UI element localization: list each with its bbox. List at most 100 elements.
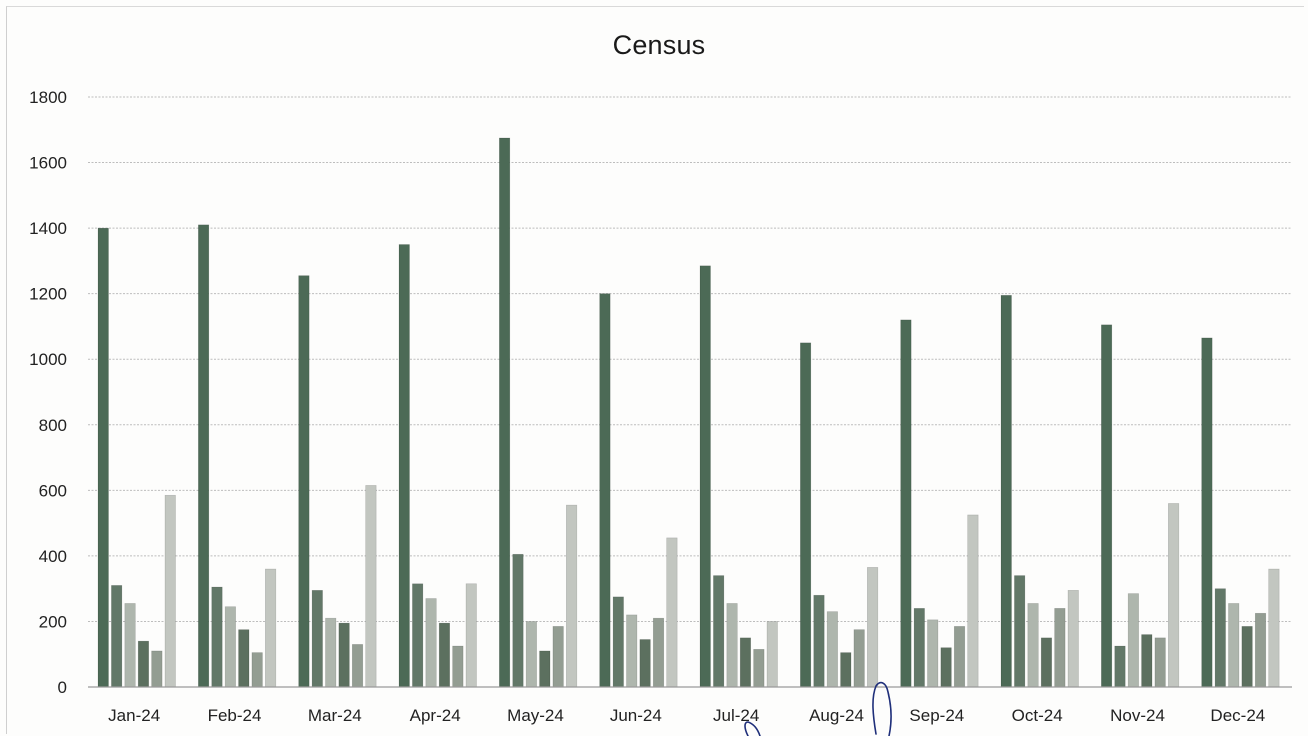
y-tick-label: 1400 <box>29 219 67 238</box>
bar <box>599 293 611 688</box>
bar <box>499 137 511 688</box>
x-tick-label: May-24 <box>507 706 564 725</box>
bar <box>539 650 551 688</box>
bar <box>1214 588 1226 688</box>
bar <box>398 244 410 688</box>
bar <box>311 590 323 688</box>
x-axis-ticks: Jan-24 Feb-24 Mar-24 Apr-24 May-24 Jun-24 Jul-… <box>108 706 1265 725</box>
bar <box>1241 626 1253 688</box>
bar <box>97 227 109 688</box>
bar <box>826 611 838 688</box>
bar <box>137 640 149 688</box>
bar <box>900 319 912 688</box>
bar <box>238 629 250 688</box>
y-tick-label: 800 <box>39 416 67 435</box>
bar <box>512 553 524 688</box>
bar <box>425 598 437 688</box>
bar <box>626 614 638 688</box>
x-tick-label: Mar-24 <box>308 706 362 725</box>
bar <box>639 639 651 688</box>
bar <box>211 586 223 688</box>
pen-mark-left <box>744 721 761 736</box>
bar <box>1027 603 1039 688</box>
bar <box>1000 295 1012 688</box>
x-tick-label: Oct-24 <box>1012 706 1063 725</box>
bar <box>1141 634 1153 688</box>
bar <box>612 596 624 688</box>
x-tick-label: Dec-24 <box>1210 706 1265 725</box>
bar <box>1114 645 1126 688</box>
y-tick-label: 400 <box>39 547 67 566</box>
x-tick-label: Jan-24 <box>108 706 160 725</box>
bar <box>1201 337 1213 688</box>
bar <box>813 594 825 688</box>
bar <box>124 603 136 688</box>
x-tick-label: Feb-24 <box>208 706 262 725</box>
bar <box>840 652 852 688</box>
bar <box>1054 608 1066 688</box>
y-tick-label: 200 <box>39 612 67 631</box>
chart-frame <box>6 6 1304 734</box>
bar <box>164 494 176 688</box>
bar <box>438 622 451 688</box>
bar <box>739 637 752 688</box>
y-tick-label: 600 <box>39 481 67 500</box>
bar <box>800 342 812 688</box>
bar <box>1154 637 1166 688</box>
bar <box>867 567 879 688</box>
bar <box>325 617 337 688</box>
bar <box>1014 575 1026 688</box>
bar <box>726 603 738 688</box>
bar <box>699 265 711 688</box>
bar <box>1268 568 1280 688</box>
bar <box>1228 603 1240 688</box>
chart-title: Census <box>612 30 706 60</box>
pen-mark-right <box>872 681 892 736</box>
bar <box>913 608 925 688</box>
x-tick-label: Aug-24 <box>809 706 864 725</box>
bar <box>265 568 277 688</box>
bar <box>940 647 952 688</box>
bar <box>412 583 424 688</box>
y-tick-label: 0 <box>58 678 67 697</box>
y-tick-label: 1800 <box>29 88 67 107</box>
y-tick-label: 1200 <box>29 285 67 304</box>
x-tick-label: Jun-24 <box>610 706 662 725</box>
bar <box>338 622 350 688</box>
bar <box>198 224 210 688</box>
bar <box>365 485 377 688</box>
bar <box>552 626 564 688</box>
y-tick-label: 1000 <box>29 350 67 369</box>
bar <box>766 621 778 688</box>
bar <box>1254 612 1267 688</box>
bar <box>1067 590 1079 688</box>
bar <box>151 650 163 688</box>
bar <box>566 504 578 688</box>
bar <box>111 585 123 688</box>
bar <box>953 626 966 688</box>
bar <box>1127 593 1139 688</box>
bar <box>1040 637 1052 688</box>
bar <box>853 629 865 688</box>
gridlines <box>88 96 1292 622</box>
bar <box>967 514 979 688</box>
bar <box>666 537 678 688</box>
bar <box>251 652 263 688</box>
bar <box>525 621 537 688</box>
bar <box>753 649 765 688</box>
bars <box>97 137 1280 688</box>
handwritten-marks <box>744 681 892 736</box>
bar <box>1101 324 1113 688</box>
y-axis-ticks: 0 200 400 600 800 1000 1200 1400 1600 1800 <box>29 88 67 697</box>
bar <box>452 645 464 688</box>
x-tick-label: Nov-24 <box>1110 706 1165 725</box>
x-tick-label: Jul-24 <box>713 706 759 725</box>
x-tick-label: Sep-24 <box>909 706 964 725</box>
bar <box>1168 503 1180 688</box>
bar <box>465 583 477 688</box>
y-tick-label: 1600 <box>29 154 67 173</box>
bar <box>713 575 725 688</box>
x-tick-label: Apr-24 <box>410 706 461 725</box>
bar <box>652 617 665 688</box>
